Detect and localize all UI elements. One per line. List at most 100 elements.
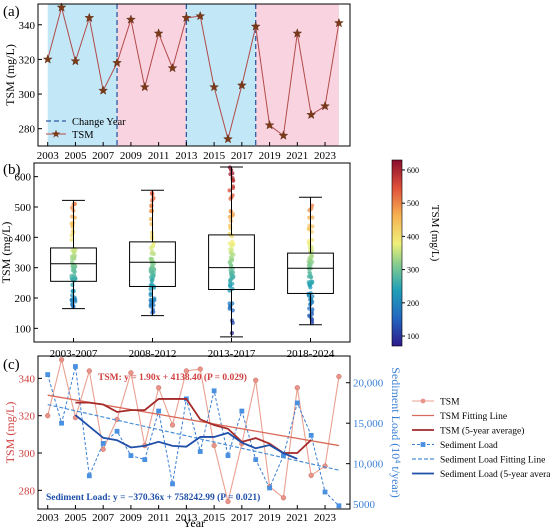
colorbar-tick-label: 600 <box>407 166 419 175</box>
y-tick-label: 340 <box>19 373 36 385</box>
x-tick-label: 2003-2007 <box>50 348 98 360</box>
legend: TSM TSM Fitting Line TSM (5-year average) S… <box>412 398 550 480</box>
tsm-sample-point <box>149 230 154 235</box>
x-tick-label: 2013 <box>175 512 198 524</box>
tsm-star-point <box>181 12 192 23</box>
x-tick-label: 2015 <box>203 150 226 162</box>
tsm-sample-point <box>228 280 233 286</box>
tsm-sample-point <box>150 264 155 269</box>
tsm-sample-point <box>310 237 315 243</box>
tsm-sample-point <box>148 291 153 296</box>
y-axis-label: TSM (mg/L) <box>3 44 17 106</box>
x-tick-label: 2018-2024 <box>287 348 335 360</box>
tsm-sample-point <box>310 224 315 229</box>
x-tick-label: 2021 <box>286 512 308 524</box>
sediment-load-fitting-line <box>47 403 340 471</box>
change-period-band <box>186 4 256 146</box>
y-tick-label: 320 <box>19 54 36 66</box>
tsm-star-point <box>98 85 109 95</box>
y-tick-label: 280 <box>19 485 36 497</box>
tsm-star-point <box>333 17 344 28</box>
tsm-point <box>100 446 106 452</box>
tsm-sample-point <box>309 253 314 259</box>
tsm-series-line <box>47 359 340 502</box>
tsm-point <box>280 495 287 501</box>
tsm-sample-point <box>73 276 78 281</box>
tsm-star-point <box>153 28 164 38</box>
tsm-sample-point <box>149 277 154 283</box>
sediment-load-point <box>211 388 217 394</box>
tsm-point <box>336 373 342 380</box>
box-iqr <box>129 241 176 287</box>
x-tick-label: 2009 <box>120 150 143 162</box>
tsm-point <box>225 498 231 505</box>
x-tick-label: 2007 <box>92 150 115 162</box>
tsm-sample-point <box>152 298 157 303</box>
tsm-star-point <box>264 120 275 130</box>
legend-label: TSM Fitting Line <box>440 412 507 422</box>
sediment-load-series-line <box>47 366 340 507</box>
x-tick-label: 2015 <box>203 512 226 524</box>
y-tick-label: 280 <box>19 124 36 136</box>
tsm-point <box>183 368 189 374</box>
tsm-point <box>197 366 203 372</box>
tsm-sample-point <box>309 203 315 208</box>
sediment-load-point <box>86 473 92 479</box>
tsm-sample-point <box>228 218 233 223</box>
legend-label: TSM (5-year average) <box>440 426 524 437</box>
tsm-point <box>308 472 314 479</box>
tsm-sample-point <box>72 273 77 278</box>
plot-frame <box>37 355 351 510</box>
tsm-star-point <box>209 81 220 92</box>
tsm-star-point <box>223 133 233 144</box>
panel-a: 280 300 320 340 2003 2005 2007 2009 2011 2013 2015… <box>3 2 351 162</box>
tsm-sample-point <box>71 266 76 272</box>
tsm-sample-point <box>69 233 74 238</box>
tsm-sample-point <box>230 239 235 244</box>
y-tick-label: 300 <box>15 263 32 275</box>
x-tick-label: 2023 <box>314 512 337 524</box>
y-tick-label: 400 <box>15 232 32 244</box>
legend-label: TSM <box>440 398 460 408</box>
legend-marker-sediment <box>420 442 426 447</box>
tsm-sample-point <box>310 215 315 220</box>
legend-label: Sediment Load (5-year average) <box>440 469 550 480</box>
tsm-star-point <box>292 28 303 38</box>
y2-tick-label: 15,000 <box>353 418 384 430</box>
tsm-sample-point <box>230 258 235 263</box>
tsm-sample-point <box>148 245 154 250</box>
colorbar <box>391 159 403 347</box>
sediment-fit-annotation: Sediment Load: y = −370.36x + 758242.99 … <box>46 492 260 503</box>
y2-tick-label: 10,000 <box>353 459 384 471</box>
tsm-star-point <box>125 14 136 24</box>
sediment-load-point <box>322 489 328 495</box>
tsm-star-point <box>84 12 95 23</box>
x-tick-label: 2003 <box>37 150 60 162</box>
x-tick-label: 2019 <box>259 512 282 524</box>
y-axis-label: TSM (mg/L) <box>0 222 13 284</box>
legend-label: Sediment Load Fitting Line <box>440 456 545 466</box>
sediment-load-point <box>253 457 259 463</box>
sediment-load-point <box>142 457 148 463</box>
y-tick-label: 300 <box>19 448 36 460</box>
y-tick-label: 200 <box>15 293 32 305</box>
y-tick-label: 500 <box>15 202 32 214</box>
sediment-load-point <box>73 364 78 369</box>
sediment-load-point <box>225 453 231 458</box>
box-iqr <box>50 247 97 282</box>
tsm-star-point <box>250 21 261 31</box>
sediment-load-point <box>128 453 134 458</box>
tsm-point <box>128 370 134 376</box>
legend-label: Change Year <box>72 117 126 128</box>
colorbar-tick-label: 300 <box>407 266 419 275</box>
y2-axis-label: Sediment Load (10⁴ t/year) <box>389 367 403 497</box>
tsm-5-year-average-line <box>75 398 312 454</box>
tsm-star-point <box>236 80 247 90</box>
x-tick-label: 2019 <box>259 150 282 162</box>
tsm-star-point <box>70 55 81 66</box>
colorbar-tick-label: 100 <box>407 332 419 341</box>
tsm-star-point <box>112 57 122 68</box>
tsm-sample-point <box>150 256 155 262</box>
sediment-load-5-year-average-line <box>74 414 298 460</box>
